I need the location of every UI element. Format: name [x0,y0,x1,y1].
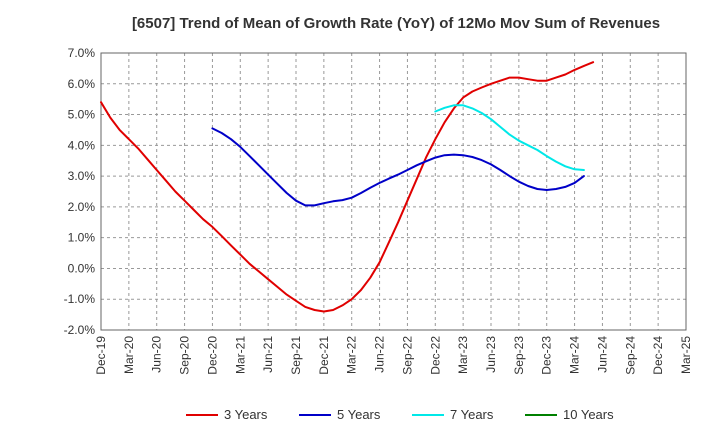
series-line-7-years [434,104,585,171]
x-tick-label: Jun-20 [150,336,164,373]
x-tick-label: Jun-23 [484,336,498,373]
legend-label-7-years: 7 Years [450,407,494,422]
x-tick-label: Mar-23 [456,336,470,374]
x-tick-label: Jun-22 [373,336,387,373]
series-lines [100,61,595,313]
y-tick-label: -1.0% [64,292,96,306]
series-line-3-years [100,61,595,313]
x-tick-label: Sep-22 [400,336,414,375]
x-tick-label: Mar-21 [233,336,247,374]
x-tick-label: Mar-22 [345,336,359,374]
legend-label-3-years: 3 Years [224,407,268,422]
y-tick-label: 4.0% [68,138,96,152]
x-tick-label: Dec-19 [94,336,108,375]
legend-label-5-years: 5 Years [337,407,381,422]
x-tick-label: Jun-24 [595,336,609,373]
x-tick-label: Dec-24 [651,336,665,375]
x-tick-label: Mar-25 [679,336,693,374]
x-tick-label: Dec-22 [428,336,442,375]
legend: 3 Years 5 Years 7 Years 10 Years [186,407,614,422]
x-tick-label: Dec-23 [540,336,554,375]
plot-area [101,53,686,330]
y-tick-label: -2.0% [64,323,96,337]
series-line-5-years [211,127,585,207]
plot-border [100,52,687,331]
y-tick-label: 2.0% [68,200,96,214]
chart-title: [6507] Trend of Mean of Growth Rate (YoY… [132,15,660,32]
axes: -2.0% -1.0% 0.0% 1.0% 2.0% 3.0% 4.0% 5.0% 6.0% 7.… [64,46,693,375]
grid-lines [100,52,687,331]
x-tick-label: Mar-20 [122,336,136,374]
y-tick-label: 5.0% [68,108,96,122]
x-tick-label: Dec-21 [317,336,331,375]
y-tick-label: 6.0% [68,77,96,91]
x-tick-label: Sep-24 [623,336,637,375]
y-tick-label: 3.0% [68,169,96,183]
y-tick-label: 1.0% [68,231,96,245]
x-tick-label: Sep-23 [512,336,526,375]
y-tick-label: 7.0% [68,46,96,60]
y-tick-label: 0.0% [68,261,96,275]
x-tick-label: Mar-24 [568,336,582,374]
x-tick-label: Jun-21 [261,336,275,373]
legend-label-10-years: 10 Years [563,407,614,422]
x-tick-label: Sep-20 [178,336,192,375]
x-tick-label: Dec-20 [205,336,219,375]
x-tick-label: Sep-21 [289,336,303,375]
